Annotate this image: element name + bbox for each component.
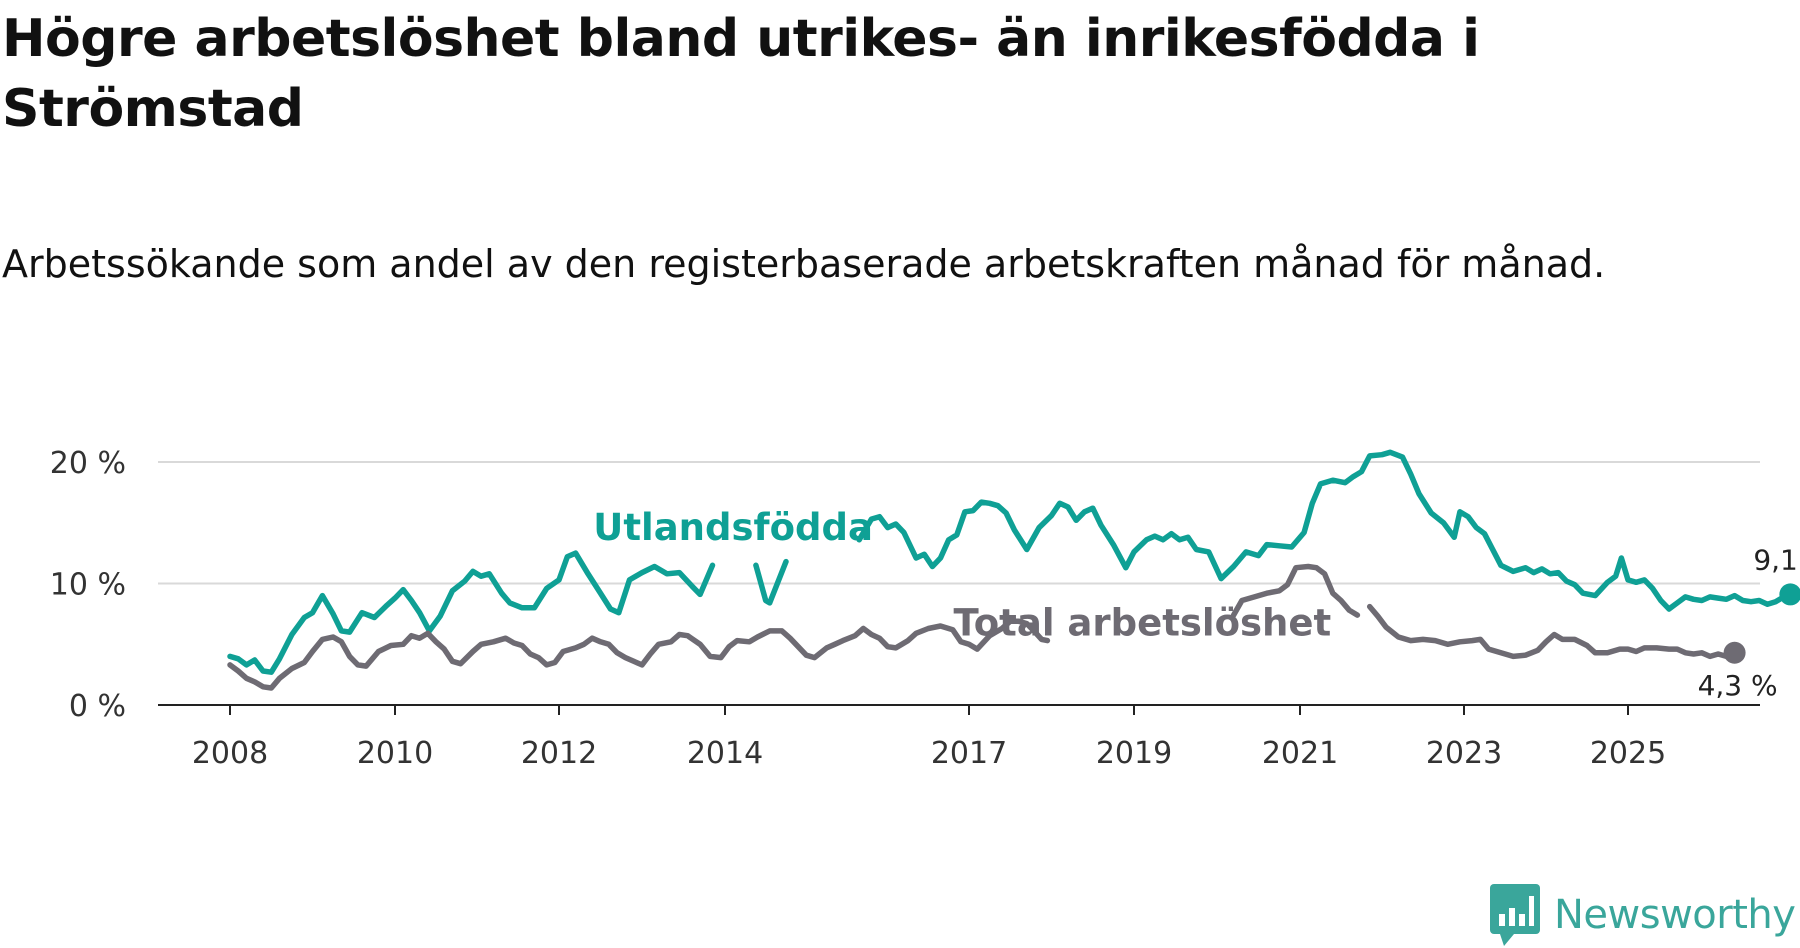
logo-text: Newsworthy [1554, 892, 1796, 938]
chart-subtitle: Arbetssökande som andel av den registerb… [2, 242, 1606, 286]
x-tick-label: 2008 [192, 736, 268, 771]
utlandsfodda-line [227, 449, 1794, 675]
chart-title: Högre arbetslöshet bland utrikes- än inr… [2, 9, 1480, 139]
newsworthy-logo[interactable]: Newsworthy [1490, 884, 1796, 946]
total-end-marker [1723, 641, 1746, 664]
axes: 0 % 10 % 20 % 2008 2010 2012 2014 2017 2019 2021 2… [50, 446, 1760, 771]
y-tick-label: 0 % [69, 689, 126, 724]
x-tick-label: 2017 [931, 736, 1007, 771]
x-tick-label: 2021 [1262, 736, 1338, 771]
x-tick-label: 2019 [1096, 736, 1172, 771]
total-end-label: 4,3 % [1698, 669, 1778, 702]
y-tick-label: 20 % [50, 446, 126, 481]
end-markers: 9,1 % 4,3 % [1698, 543, 1800, 702]
gridlines [158, 461, 1760, 585]
y-tick-label: 10 % [50, 568, 126, 603]
x-tick-label: 2010 [357, 736, 433, 771]
x-tick-label: 2012 [521, 736, 597, 771]
utlandsfodda-annotation: Utlandsfödda [593, 506, 873, 549]
total-line [227, 563, 1738, 691]
bar-chart-icon [1490, 884, 1540, 946]
utlandsfodda-end-marker [1779, 583, 1800, 606]
series-annotations: Utlandsfödda Total arbetslöshet [593, 506, 1331, 645]
x-tick-label: 2025 [1590, 736, 1666, 771]
x-tick-label: 2023 [1426, 736, 1502, 771]
x-tick-label: 2014 [687, 736, 763, 771]
utlandsfodda-end-label: 9,1 % [1753, 543, 1800, 576]
total-annotation: Total arbetslöshet [953, 602, 1331, 645]
series-lines [227, 449, 1794, 691]
